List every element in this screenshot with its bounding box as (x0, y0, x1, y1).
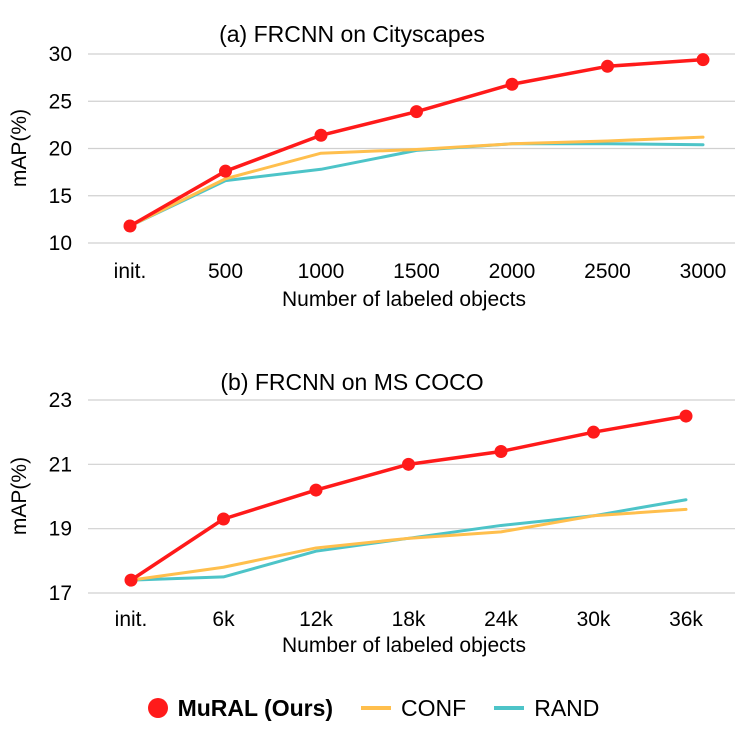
y-tick-label-b: 23 (49, 389, 72, 412)
y-axis-label-a: mAP(%) (8, 109, 31, 187)
chart-title-a: (a) FRCNN on Cityscapes (219, 21, 485, 47)
y-axis-label-b: mAP(%) (8, 457, 31, 535)
data-point-mural-a (505, 77, 519, 91)
x-tick-label-b: 18k (392, 608, 426, 631)
legend-marker-mural (147, 698, 168, 718)
x-tick-label-b: 12k (299, 608, 333, 631)
y-tick-label-a: 25 (49, 90, 72, 113)
x-axis-label-b: Number of labeled objects (282, 634, 526, 657)
x-tick-label-b: 6k (212, 608, 235, 631)
y-tick-label-a: 30 (49, 43, 72, 66)
x-tick-label-a: 1000 (298, 260, 345, 283)
x-tick-label-a: 1500 (393, 260, 440, 283)
data-point-mural-a (410, 105, 423, 119)
y-tick-label-a: 20 (49, 138, 72, 161)
data-point-mural-b (494, 444, 508, 458)
data-point-mural-b (679, 409, 693, 423)
series-line-mural-b (129, 414, 688, 582)
legend-item-conf: CONF (361, 695, 466, 722)
legend-label-rand: RAND (534, 694, 600, 721)
x-tick-label-a: init. (114, 260, 147, 283)
data-point-mural-a (123, 219, 137, 233)
x-axis-label-a: Number of labeled objects (282, 288, 526, 311)
x-tick-label-b: init. (115, 608, 148, 631)
chart-panel-b: (b) FRCNN on MS COCO 17 19 21 23 init. 6k 12k 18… (8, 369, 735, 657)
data-point-mural-a (219, 164, 232, 178)
x-tick-label-a: 3000 (680, 260, 727, 283)
x-tick-label-b: 24k (484, 608, 518, 631)
x-tick-label-a: 2500 (584, 260, 631, 283)
legend-item-rand: RAND (494, 695, 599, 722)
x-tick-label-a: 500 (208, 260, 243, 283)
legend-label-mural: MuRAL (Ours) (177, 694, 334, 721)
series-line-conf-a (128, 135, 705, 228)
legend-label-conf: CONF (401, 694, 467, 721)
data-point-mural-b (402, 457, 415, 471)
data-point-mural-b (217, 512, 230, 526)
y-tick-label-b: 17 (49, 582, 72, 605)
data-point-mural-a (696, 53, 710, 67)
data-point-mural-b (587, 425, 600, 439)
legend-marker-rand (494, 706, 525, 710)
chart-title-b: (b) FRCNN on MS COCO (220, 369, 483, 395)
data-point-mural-b (124, 573, 138, 587)
legend: MuRAL (Ours) CONF RAND (0, 686, 747, 730)
x-tick-label-b: 36k (669, 608, 703, 631)
x-tick-label-b: 30k (577, 608, 611, 631)
figure: (a) FRCNN on Cityscapes 10 15 20 25 30 init. 50… (8, 21, 735, 657)
data-point-mural-a (314, 128, 328, 142)
chart-panel-a: (a) FRCNN on Cityscapes 10 15 20 25 30 init. 50… (8, 21, 735, 311)
data-point-mural-a (601, 59, 614, 73)
y-tick-label-b: 19 (49, 518, 72, 541)
y-tick-label-b: 21 (49, 453, 72, 476)
data-point-mural-b (309, 483, 323, 497)
y-tick-label-a: 15 (49, 185, 72, 208)
y-tick-label-a: 10 (49, 232, 72, 255)
x-tick-label-a: 2000 (489, 260, 536, 283)
legend-item-mural: MuRAL (Ours) (147, 694, 334, 722)
series-line-conf-b (129, 507, 688, 582)
legend-marker-conf (361, 706, 392, 710)
